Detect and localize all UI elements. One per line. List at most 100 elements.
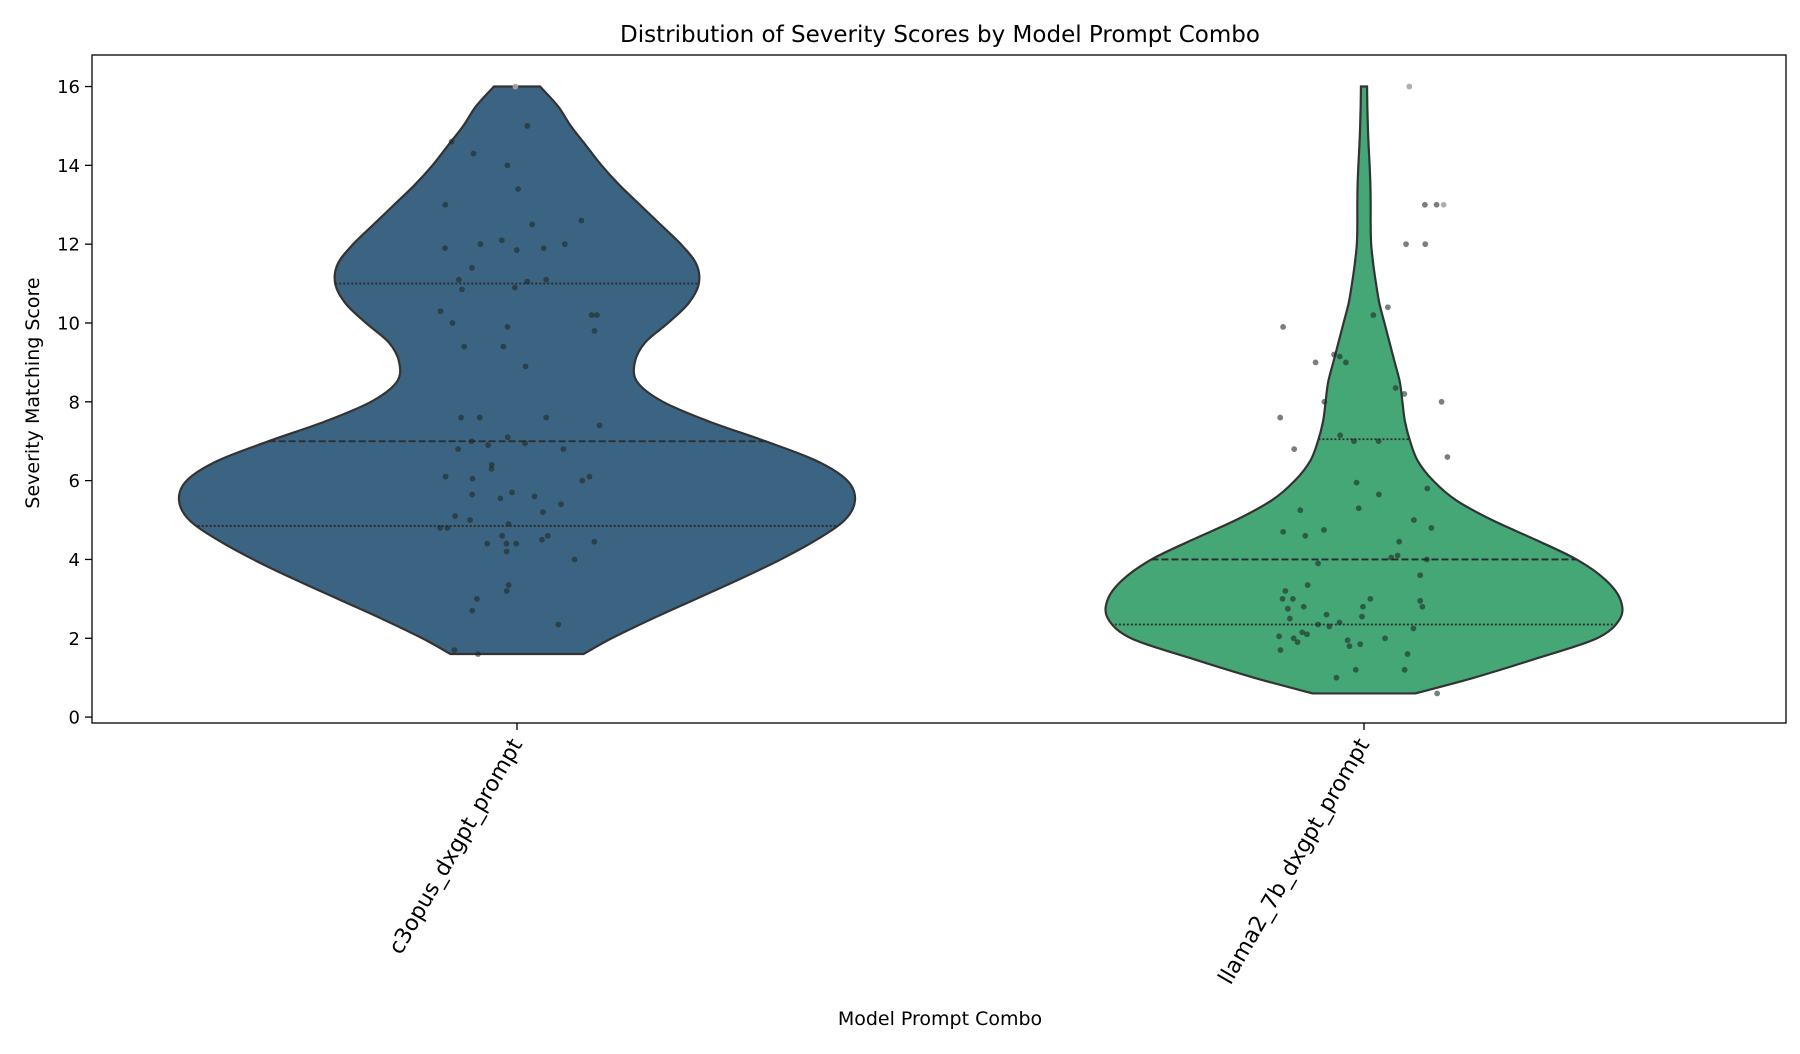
data-point: [470, 150, 477, 157]
data-point: [1404, 651, 1411, 657]
data-point: [476, 414, 483, 421]
y-tick-label: 6: [69, 471, 80, 492]
data-point: [484, 540, 491, 547]
data-point: [1280, 324, 1286, 330]
data-point: [588, 312, 595, 319]
data-point: [539, 536, 545, 543]
data-point: [473, 595, 480, 602]
data-point: [1359, 613, 1365, 620]
data-point: [571, 556, 578, 563]
data-point: [1346, 643, 1353, 650]
plot-frame: [91, 54, 1787, 724]
data-point: [591, 327, 598, 334]
data-point: [1406, 83, 1413, 90]
data-point: [540, 509, 546, 516]
data-point: [555, 621, 562, 628]
data-point: [1419, 603, 1426, 610]
violin-body-2: [1104, 85, 1624, 695]
data-point: [1370, 312, 1377, 319]
data-point: [1282, 588, 1289, 594]
data-point: [1315, 621, 1322, 628]
data-point: [1360, 603, 1366, 610]
y-tick-label: 14: [57, 156, 80, 177]
data-point: [1367, 595, 1374, 602]
data-point: [1321, 526, 1327, 533]
chart-title: Distribution of Severity Scores by Model…: [620, 22, 1260, 48]
data-point: [512, 83, 519, 90]
y-tick-label: 16: [57, 77, 80, 98]
data-point: [461, 343, 468, 350]
plot-area: [177, 85, 1624, 695]
data-point: [1336, 353, 1343, 360]
data-point: [586, 473, 593, 480]
data-point: [504, 162, 511, 169]
data-point: [1375, 491, 1382, 498]
data-point: [1355, 505, 1362, 512]
y-tick-label: 4: [69, 550, 80, 571]
data-point: [1388, 554, 1395, 561]
data-point: [1277, 647, 1284, 653]
x-axis-label: Model Prompt Combo: [838, 1008, 1042, 1030]
data-point: [1337, 432, 1344, 439]
y-axis-label: Severity Matching Score: [22, 277, 44, 508]
data-point: [1331, 351, 1337, 358]
data-point: [543, 414, 550, 421]
data-point: [1428, 525, 1435, 531]
data-point: [1343, 359, 1349, 366]
data-point: [511, 284, 518, 291]
y-axis: 0 2 4 6 8 10 12 14 16: [57, 77, 92, 729]
data-point: [579, 477, 586, 484]
data-point: [452, 513, 459, 519]
points-overlay: [437, 83, 1451, 697]
data-point: [1422, 241, 1429, 248]
data-point: [1401, 391, 1408, 397]
data-point: [1382, 635, 1388, 642]
data-point: [513, 540, 520, 547]
data-point: [1304, 582, 1311, 588]
data-point: [442, 201, 449, 208]
data-point: [1279, 595, 1286, 602]
data-point: [1352, 666, 1359, 673]
data-point: [437, 308, 444, 315]
data-point: [1290, 595, 1296, 602]
data-point: [1290, 635, 1297, 642]
data-point: [504, 434, 511, 441]
y-tick-label: 8: [69, 392, 80, 413]
data-point: [1323, 611, 1330, 618]
data-point: [1444, 454, 1451, 460]
data-point: [444, 525, 451, 531]
data-point: [455, 446, 462, 452]
data-point: [477, 241, 484, 248]
data-point: [1333, 674, 1340, 681]
data-point: [458, 414, 464, 421]
data-point: [1434, 690, 1441, 697]
data-point: [475, 651, 481, 657]
data-point: [498, 237, 505, 244]
data-point: [1438, 398, 1445, 405]
data-point: [560, 446, 567, 452]
data-point: [499, 532, 505, 539]
data-point: [1280, 528, 1287, 535]
data-point: [578, 217, 585, 224]
x-axis: c3opus_dxgpt_prompt llama2_7b_dxgpt_promp…: [384, 723, 1375, 989]
y-tick-label: 2: [69, 629, 80, 650]
x-tick-label: llama2_7b_dxgpt_prompt: [1214, 734, 1375, 989]
data-point: [1375, 438, 1382, 445]
data-point: [1297, 507, 1304, 514]
data-point: [451, 647, 458, 653]
y-tick-label: 10: [57, 313, 80, 334]
data-point: [500, 343, 507, 350]
data-point: [505, 521, 512, 527]
data-point: [522, 363, 529, 370]
data-point: [442, 245, 448, 252]
data-point: [1294, 639, 1301, 646]
data-point: [1300, 603, 1307, 610]
data-point: [1410, 625, 1417, 632]
y-tick-label: 12: [57, 235, 80, 256]
data-point: [497, 495, 504, 502]
data-point: [1284, 605, 1291, 612]
data-point: [1417, 572, 1424, 579]
data-point: [1351, 438, 1357, 445]
x-tick-label: c3opus_dxgpt_prompt: [384, 734, 528, 959]
